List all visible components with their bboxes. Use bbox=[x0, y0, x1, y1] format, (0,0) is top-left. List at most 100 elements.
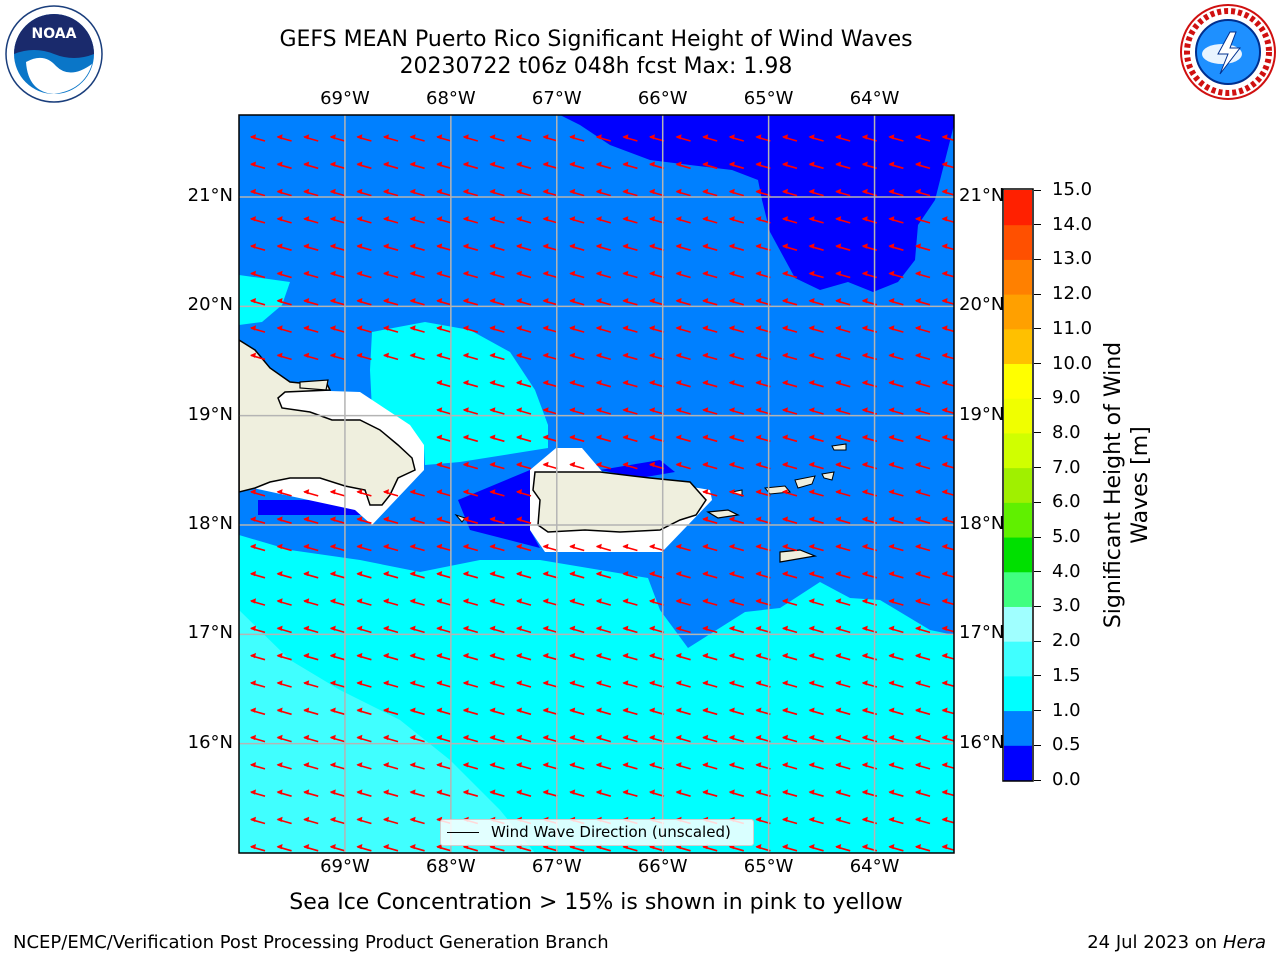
lon-label-bottom: 65°W bbox=[743, 856, 794, 877]
wind-wave-arrow bbox=[462, 461, 479, 470]
wind-wave-arrow bbox=[782, 625, 798, 634]
wind-wave-arrow bbox=[782, 434, 798, 443]
wind-wave-arrow bbox=[622, 680, 638, 688]
wind-wave-arrow bbox=[782, 352, 798, 361]
colorbar-tick-label: 6.0 bbox=[1052, 491, 1081, 513]
wind-wave-arrow bbox=[303, 243, 319, 251]
wind-wave-arrow bbox=[702, 161, 718, 170]
wind-wave-arrow bbox=[595, 325, 612, 333]
wind-wave-arrow bbox=[542, 352, 558, 361]
wind-wave-arrow bbox=[915, 625, 931, 634]
wind-wave-arrow bbox=[915, 352, 931, 361]
wind-wave-arrow bbox=[409, 571, 425, 579]
wind-wave-arrow bbox=[675, 571, 691, 579]
wind-wave-arrow bbox=[941, 625, 954, 633]
wind-wave-arrow bbox=[276, 216, 292, 224]
wind-wave-arrow bbox=[303, 652, 319, 661]
wind-wave-arrow bbox=[941, 216, 954, 223]
wind-wave-arrow bbox=[622, 243, 638, 251]
wind-wave-arrow bbox=[915, 188, 931, 197]
wind-wave-arrow bbox=[649, 707, 665, 716]
wind-wave-arrow bbox=[702, 461, 718, 470]
lon-label-top: 64°W bbox=[849, 88, 900, 109]
wind-wave-arrow bbox=[569, 571, 585, 579]
wind-wave-arrow bbox=[303, 216, 319, 224]
wind-wave-arrow bbox=[516, 134, 532, 142]
colorbar-tick-label: 1.5 bbox=[1052, 664, 1081, 686]
wind-wave-arrow bbox=[702, 734, 718, 743]
colorbar-tick-mark bbox=[1034, 779, 1041, 781]
wind-wave-arrow bbox=[356, 243, 372, 251]
wind-wave-arrow bbox=[489, 543, 505, 552]
wind-wave-arrow bbox=[915, 216, 931, 224]
wind-wave-arrow bbox=[329, 844, 346, 852]
wind-wave-arrow bbox=[835, 598, 851, 606]
wind-wave-arrow bbox=[941, 762, 954, 769]
wind-wave-arrow bbox=[649, 188, 665, 197]
wind-wave-arrow bbox=[409, 216, 425, 224]
wind-wave-arrow bbox=[516, 270, 532, 279]
colorbar-tick-label: 2.0 bbox=[1052, 630, 1081, 652]
lon-label-bottom: 66°W bbox=[637, 856, 688, 877]
wind-wave-arrow bbox=[542, 325, 558, 333]
wind-wave-arrow bbox=[915, 407, 931, 415]
wind-wave-arrow bbox=[356, 762, 372, 770]
wind-wave-arrow bbox=[808, 707, 824, 716]
wind-wave-arrow bbox=[436, 734, 452, 743]
wind-wave-arrow bbox=[675, 543, 691, 552]
wind-wave-arrow bbox=[409, 598, 425, 606]
wind-wave-arrow bbox=[782, 298, 798, 306]
legend-label: Wind Wave Direction (unscaled) bbox=[491, 823, 731, 841]
wind-wave-arrow bbox=[782, 516, 798, 524]
wind-wave-arrow bbox=[356, 489, 372, 497]
wind-wave-arrow bbox=[835, 844, 851, 852]
wind-wave-arrow bbox=[383, 844, 399, 852]
wind-wave-arrow bbox=[329, 216, 346, 224]
wind-wave-arrow bbox=[595, 652, 612, 661]
wind-wave-arrow bbox=[728, 379, 745, 388]
wind-wave-arrow bbox=[888, 789, 904, 797]
wind-wave-arrow bbox=[303, 489, 319, 497]
wind-wave-arrow bbox=[888, 216, 904, 224]
wind-wave-arrow bbox=[728, 652, 745, 661]
wind-wave-arrow bbox=[622, 352, 638, 361]
wind-wave-arrow bbox=[462, 789, 479, 797]
wind-wave-arrow bbox=[303, 762, 319, 770]
lat-label-left: 21°N bbox=[187, 185, 233, 206]
wind-wave-arrow bbox=[516, 625, 532, 634]
wind-wave-arrow bbox=[702, 352, 718, 361]
wind-wave-arrow bbox=[356, 571, 372, 579]
colorbar-segment bbox=[1004, 224, 1032, 260]
wind-wave-arrow bbox=[489, 407, 505, 415]
wind-wave-arrow bbox=[329, 652, 346, 661]
wind-wave-arrow bbox=[915, 489, 931, 497]
wind-wave-arrow bbox=[835, 407, 851, 415]
wind-wave-arrow bbox=[649, 161, 665, 170]
wind-wave-arrow bbox=[675, 270, 691, 279]
wind-wave-arrow bbox=[250, 243, 266, 251]
wind-wave-arrow bbox=[888, 188, 904, 197]
wind-wave-arrow bbox=[728, 325, 745, 333]
wind-wave-arrow bbox=[835, 680, 851, 688]
wind-wave-arrow bbox=[462, 379, 479, 388]
wind-wave-arrow bbox=[702, 598, 718, 606]
wind-wave-arrow bbox=[649, 652, 665, 661]
wind-wave-arrow bbox=[782, 543, 798, 552]
wind-wave-arrow bbox=[383, 161, 399, 170]
wind-wave-arrow bbox=[409, 516, 425, 524]
wind-wave-arrow bbox=[436, 598, 452, 606]
wind-wave-arrow bbox=[888, 434, 904, 443]
colorbar-title: Significant Height of Wind Waves [m] bbox=[1101, 341, 1153, 629]
wind-wave-arrow bbox=[941, 434, 954, 442]
wind-wave-arrow bbox=[356, 516, 372, 524]
wind-wave-arrow bbox=[356, 844, 372, 852]
wind-wave-arrow bbox=[383, 325, 399, 333]
lat-label-right: 20°N bbox=[959, 294, 1005, 316]
wind-wave-arrow bbox=[436, 434, 452, 443]
wind-wave-arrow bbox=[436, 161, 452, 170]
wind-wave-arrow bbox=[383, 571, 399, 579]
wind-wave-arrow bbox=[835, 652, 851, 661]
wind-wave-arrow bbox=[329, 489, 346, 497]
wind-wave-arrow bbox=[595, 188, 612, 197]
wind-wave-arrow bbox=[462, 598, 479, 606]
